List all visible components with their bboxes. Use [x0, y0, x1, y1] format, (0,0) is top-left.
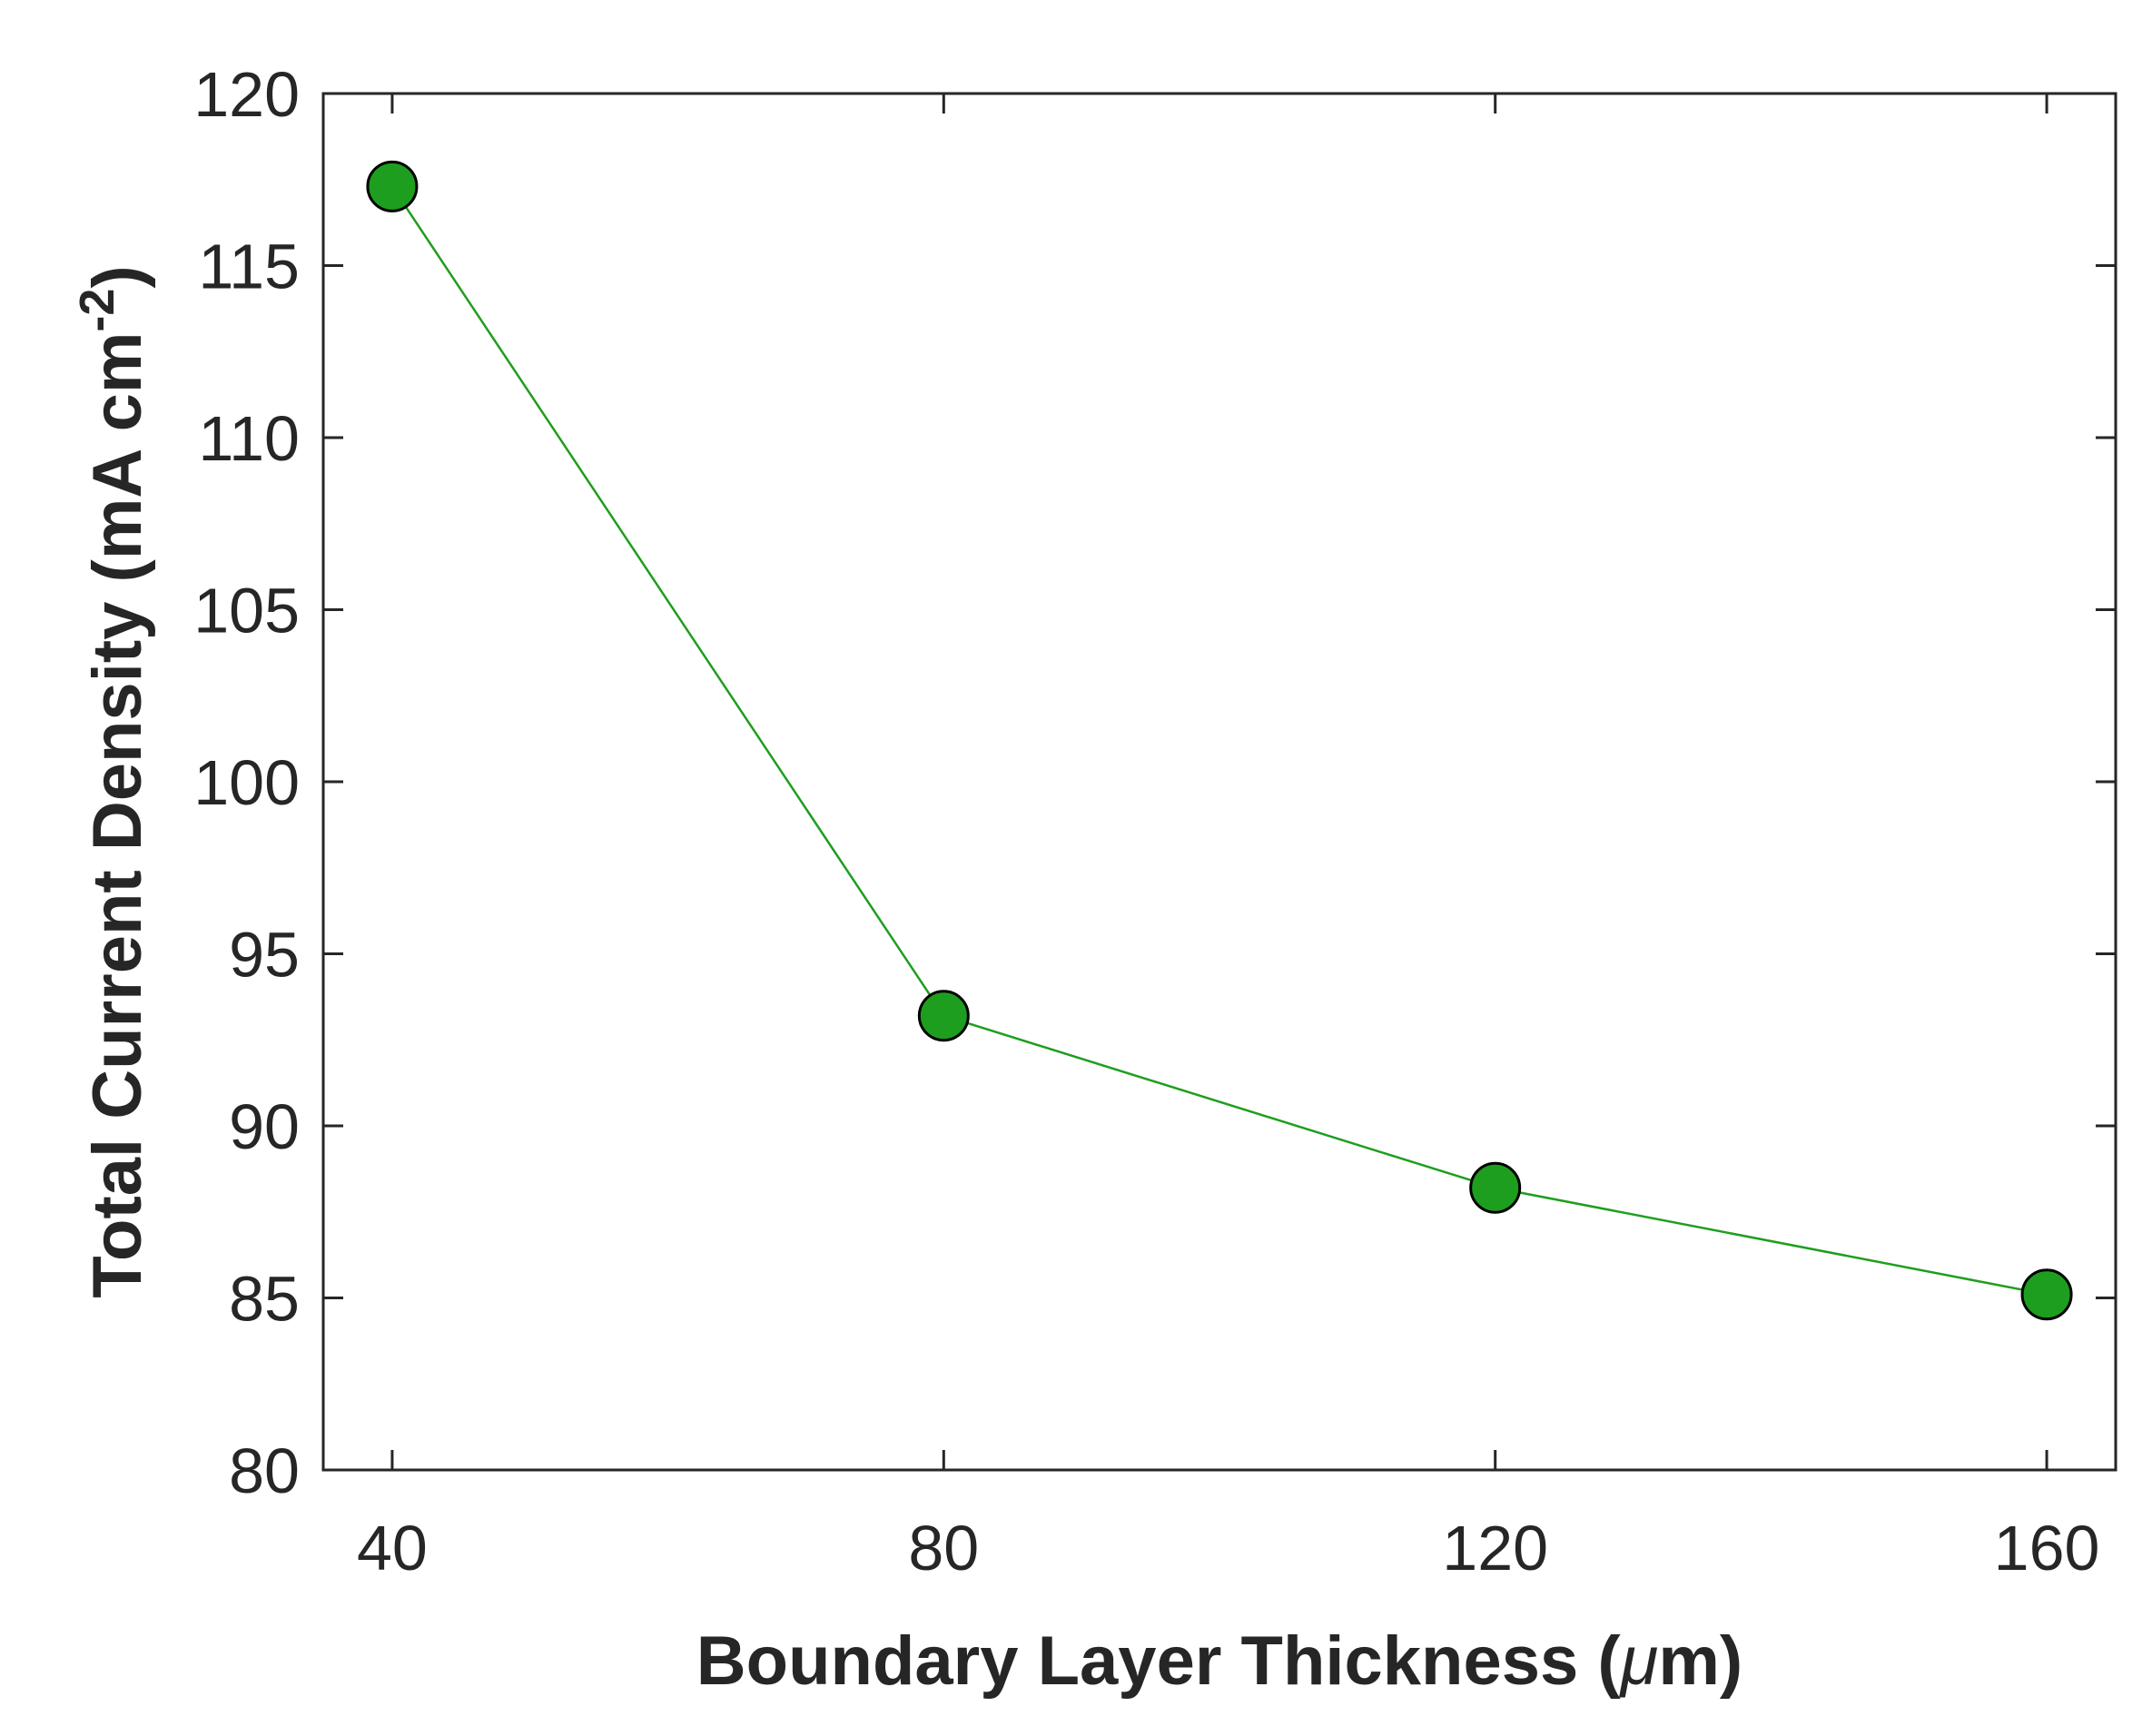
y-tick-label: 120 [193, 59, 300, 130]
y-axis-title: Total Current Density (mA cm-2) [70, 265, 156, 1297]
data-point [917, 990, 970, 1042]
y-axis-title-superscript: -2 [70, 289, 124, 332]
x-axis-title: Boundary Layer Thickness (μm) [696, 1623, 1742, 1700]
x-axis-title-mu: μ [1619, 1623, 1659, 1700]
y-tick-label: 80 [229, 1435, 300, 1506]
y-tick-label: 95 [229, 920, 300, 991]
y-axis-title-text: Total Current Density (mA cm [79, 332, 156, 1298]
y-tick-label: 115 [198, 232, 300, 302]
y-tick-label: 100 [193, 747, 300, 818]
data-point [1469, 1161, 1522, 1214]
x-tick-label: 160 [1994, 1513, 2100, 1583]
y-tick-label: 110 [198, 403, 300, 474]
x-axis-title-text: Boundary Layer Thickness ( [696, 1623, 1622, 1700]
data-point [2020, 1268, 2073, 1321]
y-tick-label: 90 [229, 1091, 300, 1162]
y-axis-title-suffix: ) [79, 265, 156, 288]
x-tick-label: 120 [1442, 1513, 1548, 1583]
series-line [390, 185, 2048, 1296]
data-point [366, 160, 419, 212]
axis-tick-labels: 80 85 90 95 100 105 110 115 120 40 80 120 160 [193, 59, 2099, 1583]
axis-ticks [323, 92, 2116, 1472]
y-tick-label: 85 [229, 1264, 300, 1335]
y-tick-label: 105 [193, 576, 300, 646]
x-tick-label: 40 [357, 1513, 428, 1583]
plot-area [321, 92, 2117, 1472]
x-tick-label: 80 [908, 1513, 979, 1583]
data-series [366, 160, 2073, 1321]
x-axis-title-suffix: m) [1658, 1623, 1742, 1700]
